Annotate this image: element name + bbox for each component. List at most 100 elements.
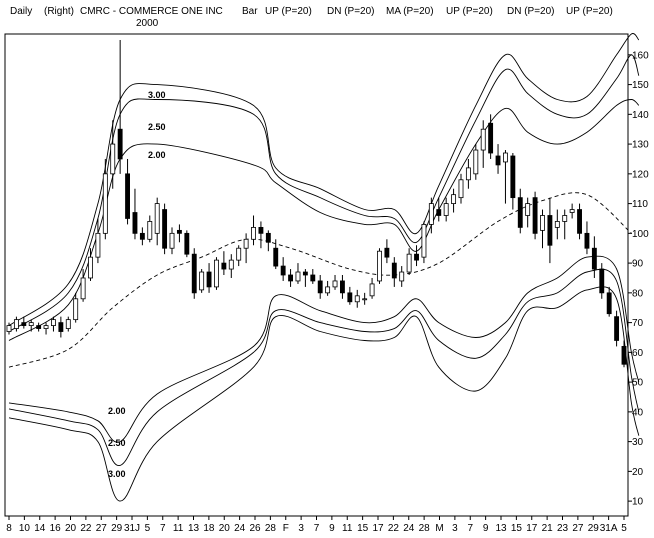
candle-body-up xyxy=(88,256,93,279)
x-tick-label: 9 xyxy=(329,523,335,534)
candle xyxy=(184,230,190,258)
y-tick-label: 130 xyxy=(632,140,649,151)
candle xyxy=(577,203,582,240)
y-tick-label: 160 xyxy=(632,50,649,61)
candle xyxy=(273,239,279,270)
candle xyxy=(310,269,316,284)
candle-body-up xyxy=(95,232,101,258)
candle-body-up xyxy=(214,259,219,288)
y-tick-label: 90 xyxy=(632,259,644,270)
candle-body-down xyxy=(577,209,582,234)
candle-body-down xyxy=(191,253,197,294)
candle xyxy=(265,230,271,252)
lower-band-2-50 xyxy=(8,268,640,466)
x-tick-label: 3 xyxy=(298,523,304,534)
y-tick-label: 70 xyxy=(632,318,644,329)
candle-body-down xyxy=(36,325,42,329)
candle-body-up xyxy=(399,271,405,282)
candle xyxy=(399,266,405,287)
candle xyxy=(221,251,227,275)
candle xyxy=(43,322,49,335)
candle xyxy=(51,316,56,332)
x-tick-label: 31A xyxy=(600,523,618,534)
candle-body-down xyxy=(347,292,353,303)
x-tick-label: 23 xyxy=(557,523,569,534)
candle-body-up xyxy=(362,298,368,301)
x-tick-label: 11 xyxy=(173,523,184,534)
candle xyxy=(480,120,486,168)
candle xyxy=(325,280,331,296)
candle-body-up xyxy=(503,152,508,163)
candle-body-up xyxy=(540,215,545,231)
candle-body-down xyxy=(310,274,316,282)
candle xyxy=(369,277,375,299)
x-tick-label: 20 xyxy=(219,523,231,534)
chart-year: 2000 xyxy=(136,18,159,29)
upper-band-2-50 xyxy=(8,54,640,332)
y-tick-label: 50 xyxy=(632,378,644,389)
x-tick-label: 28 xyxy=(419,523,431,534)
candle-body-up xyxy=(295,271,301,282)
x-tick-label: F xyxy=(283,523,289,534)
candle-body-down xyxy=(162,209,168,249)
candle xyxy=(465,158,471,189)
upper-band-label: 2.50 xyxy=(148,122,166,132)
candle-body-down xyxy=(21,322,27,326)
legend-item-up-2: UP (P=20) xyxy=(446,6,493,17)
legend-item-bar: Bar xyxy=(242,6,258,17)
candle xyxy=(354,289,360,308)
chart-scale: (Right) xyxy=(44,6,75,17)
candle xyxy=(569,203,575,219)
candle xyxy=(414,245,419,267)
candle xyxy=(88,248,93,281)
candle xyxy=(236,245,242,267)
legend-item-up-1: UP (P=20) xyxy=(265,6,312,17)
candle-body-up xyxy=(228,259,234,270)
y-tick-label: 10 xyxy=(632,497,644,508)
candle-body-down xyxy=(139,232,145,240)
candle xyxy=(332,275,338,290)
x-tick-label: 29 xyxy=(111,523,123,534)
candle-body-up xyxy=(236,247,242,261)
x-tick-label: 27 xyxy=(96,523,108,534)
candle-body-up xyxy=(562,215,568,222)
candle-body-up xyxy=(406,253,412,273)
candle-body-up xyxy=(80,277,86,300)
x-tick-label: 14 xyxy=(34,523,46,534)
y-tick-label: 40 xyxy=(632,407,644,418)
x-tick-label: 31J xyxy=(124,523,140,534)
candle-body-down xyxy=(384,247,390,258)
candle-body-up xyxy=(73,298,79,321)
candle-body-up xyxy=(525,203,531,216)
candle xyxy=(614,310,620,347)
candle-body-down xyxy=(58,322,64,332)
candle-body-down xyxy=(132,212,138,234)
candle xyxy=(295,263,301,284)
candle xyxy=(547,197,553,264)
x-tick-label: 5 xyxy=(621,523,627,534)
candle-body-up xyxy=(6,325,12,332)
upper-band-label: 2.00 xyxy=(148,150,166,160)
candle-body-up xyxy=(332,280,338,288)
candle-body-down xyxy=(532,197,538,234)
candle-body-down xyxy=(414,253,419,261)
y-tick-label: 140 xyxy=(632,110,649,121)
x-tick-label: 18 xyxy=(203,523,215,534)
candle-body-up xyxy=(569,209,575,213)
y-tick-label: 20 xyxy=(632,467,644,478)
x-tick-label: 5 xyxy=(145,523,151,534)
candle-body-down xyxy=(339,280,345,294)
y-tick-label: 150 xyxy=(632,80,649,91)
candle xyxy=(317,275,323,299)
candle xyxy=(125,158,130,225)
lower-band-label: 2.00 xyxy=(108,406,126,416)
candle-body-down xyxy=(547,215,553,246)
lower-band-label: 3.00 xyxy=(108,469,126,479)
lower-band-2-00 xyxy=(8,255,640,443)
candle xyxy=(391,257,397,287)
candle xyxy=(302,269,308,287)
x-tick-label: 22 xyxy=(80,523,92,534)
candle-body-down xyxy=(584,232,590,249)
chart-period: Daily xyxy=(10,6,33,17)
